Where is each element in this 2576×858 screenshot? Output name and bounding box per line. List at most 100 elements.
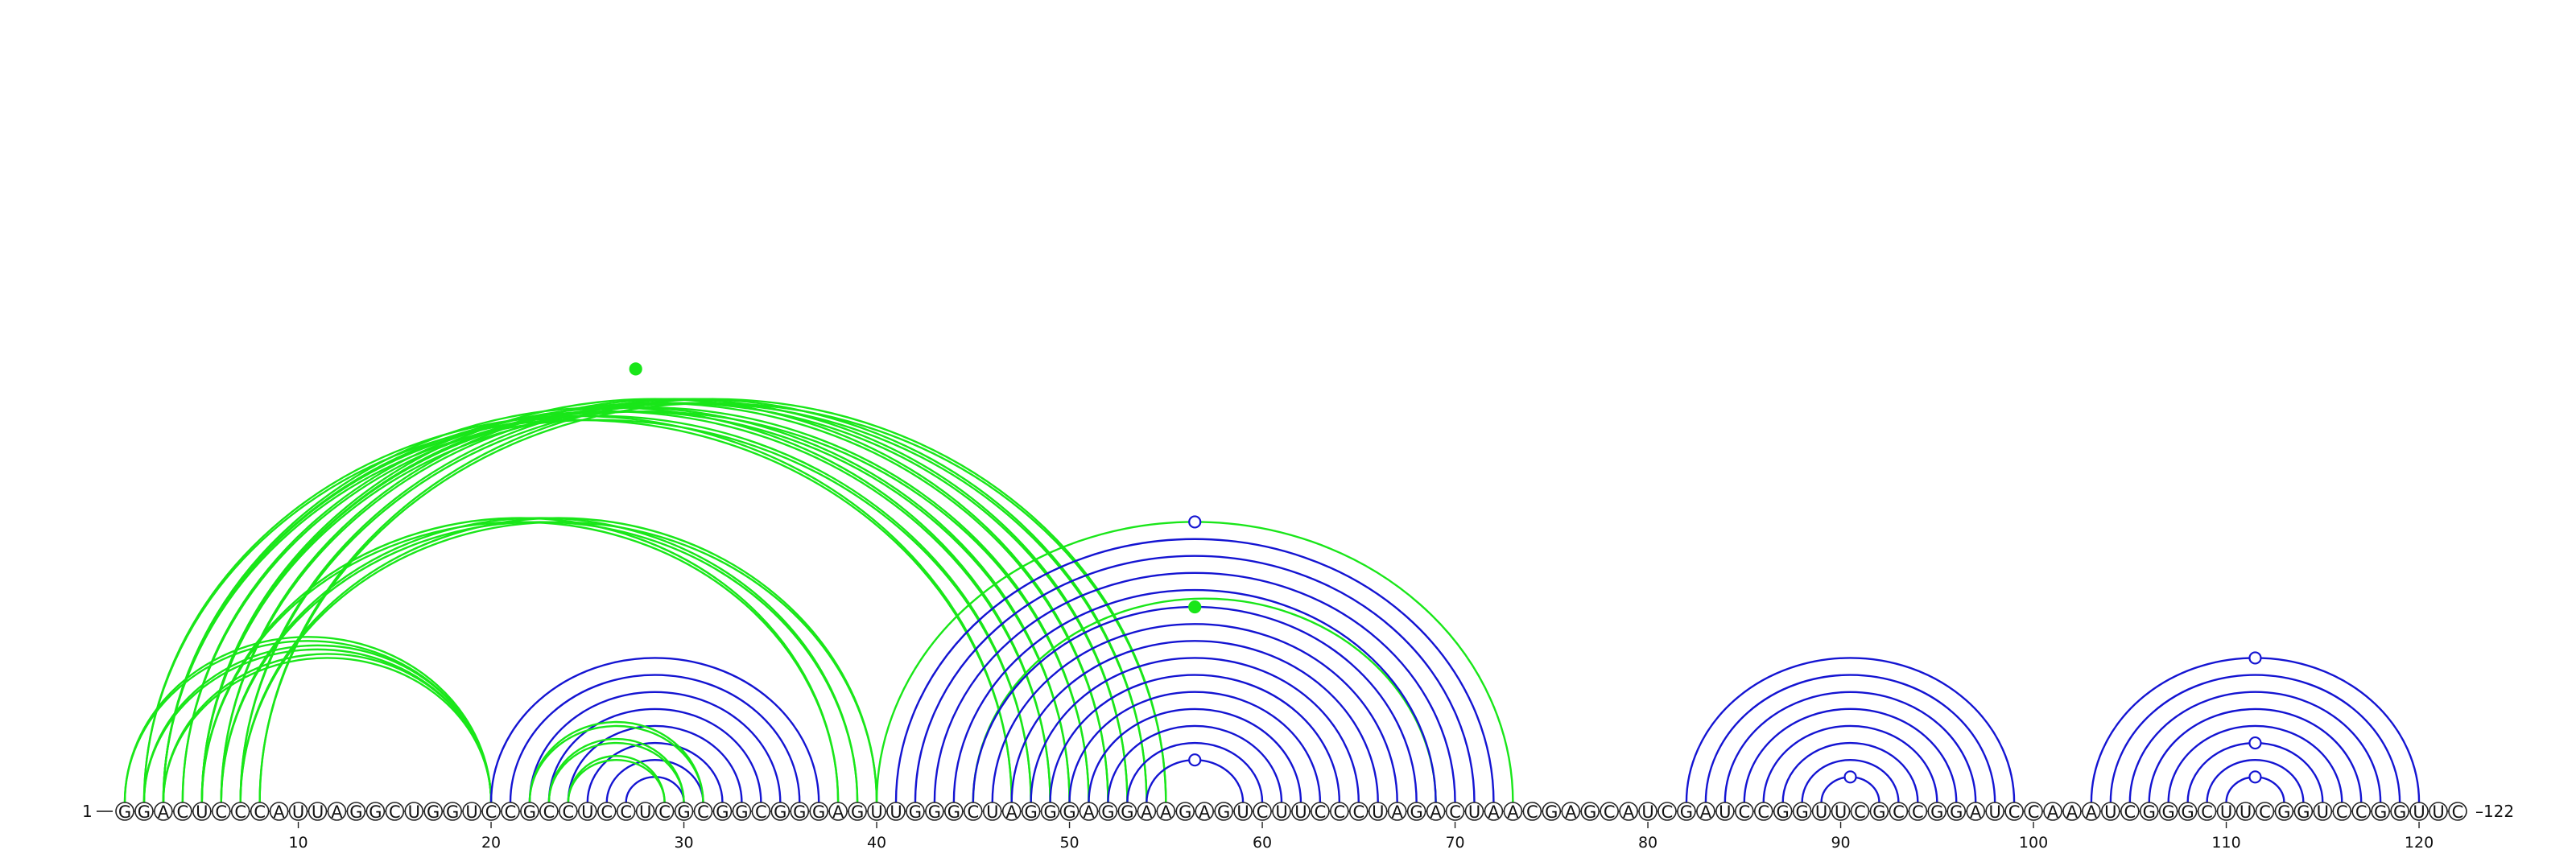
nucleotide-letter: U <box>2317 802 2329 822</box>
nucleotide-circle <box>2216 802 2236 821</box>
pair-arc-green-2-20-b <box>142 644 493 803</box>
nucleotide-letter: G <box>1872 802 1885 822</box>
nucleotide-98: U <box>1985 802 2004 822</box>
nucleotide-circle <box>1001 802 1022 821</box>
nucleotide-letter: U <box>1815 802 1827 822</box>
nucleotide-106: G <box>2139 802 2159 822</box>
nucleotide-letter: C <box>620 802 632 822</box>
nucleotide-circle <box>906 802 925 821</box>
nucleotide-96: G <box>1946 802 1967 822</box>
nucleotide-circle <box>1792 802 1812 821</box>
nucleotide-116: C <box>2332 802 2352 822</box>
nucleotide-93: C <box>1889 802 1909 822</box>
nucleotide-circle <box>1233 802 1253 821</box>
nucleotide-letter: C <box>1738 802 1750 822</box>
nucleotide-29: C <box>654 802 675 822</box>
nucleotide-letter: G <box>369 802 382 822</box>
nucleotide-3: A <box>154 802 173 822</box>
nucleotide-letter: U <box>1835 802 1847 822</box>
nucleotide-92: G <box>1869 802 1889 822</box>
nucleotide-circle <box>1137 802 1157 821</box>
nucleotide-circle <box>1542 802 1562 821</box>
nucleotide-letter: G <box>349 802 362 822</box>
pair-arc-blue-45-68 <box>972 605 1418 803</box>
nucleotide-circle <box>1580 802 1600 821</box>
nucleotide-circle <box>1503 802 1523 821</box>
nucleotide-112: C <box>2255 802 2275 822</box>
nucleotide-letter: A <box>1141 802 1153 822</box>
nucleotide-4: C <box>173 802 192 822</box>
axis-tick-label-20: 20 <box>481 834 501 852</box>
pair-arc-blue-104-119 <box>2109 674 2401 803</box>
nucleotide-letter: G <box>1025 802 1038 822</box>
nucleotide-letter: C <box>967 802 979 822</box>
nucleotide-44: G <box>944 802 964 822</box>
nucleotide-letter: G <box>1545 802 1558 822</box>
nucleotide-circle <box>1715 802 1735 821</box>
nucleotide-circle <box>154 802 173 821</box>
nucleotide-circle <box>539 802 559 821</box>
nucleotide-63: C <box>1311 802 1330 822</box>
pair-arc-blue-43-70 <box>933 571 1456 803</box>
nucleotide-8: C <box>250 802 270 822</box>
pair-marker-open-110-113 <box>2248 770 2262 784</box>
pair-arc-green-8-55-b <box>258 398 1167 803</box>
nucleotide-70: C <box>1445 802 1465 822</box>
nucleotide-letter: G <box>1950 802 1963 822</box>
pair-arc-green-23-30-b <box>547 737 685 803</box>
nucleotide-letter: U <box>1372 802 1384 822</box>
nucleotide-circle <box>115 802 134 821</box>
nucleotide-58: G <box>1214 802 1233 822</box>
sequence-backbone: 1 –122 <box>82 802 2514 821</box>
nucleotide-circle <box>982 802 1002 821</box>
nucleotide-letter: A <box>2066 802 2079 822</box>
pair-arc-blue-41-72 <box>894 538 1495 803</box>
nucleotide-circle <box>443 802 462 821</box>
nucleotide-letter: G <box>812 802 825 822</box>
nucleotide-letter: G <box>2297 802 2310 822</box>
nucleotide-circle <box>1464 802 1484 821</box>
nucleotide-circle <box>250 802 270 821</box>
nucleotide-letter: C <box>389 802 401 822</box>
nucleotide-64: C <box>1330 802 1349 822</box>
nucleotide-100: C <box>2024 802 2043 822</box>
pair-arc-green-45-69 <box>972 597 1437 803</box>
nucleotide-circle <box>770 802 791 821</box>
nucleotide-122: C <box>2448 802 2467 822</box>
pair-arc-blue-105-118 <box>2128 691 2382 803</box>
nucleotide-letter: G <box>909 802 922 822</box>
nucleotide-letter: G <box>2277 802 2290 822</box>
nucleotide-11: U <box>308 802 328 822</box>
nucleotide-47: A <box>1001 802 1022 822</box>
nucleotide-letter: G <box>1217 802 1230 822</box>
nucleotide-circle <box>1445 802 1465 821</box>
nucleotide-letter: U <box>870 802 882 822</box>
nucleotide-76: A <box>1561 802 1581 822</box>
nucleotide-48: G <box>1021 802 1041 822</box>
nucleotide-78: C <box>1600 802 1619 822</box>
nucleotide-circle <box>1330 802 1349 821</box>
nucleotide-9: A <box>269 802 289 822</box>
nucleotide-circle <box>751 802 771 821</box>
axis-tick-label-110: 110 <box>2211 834 2240 852</box>
pair-arc-green-3-48 <box>162 419 1032 803</box>
nucleotide-45: C <box>964 802 983 822</box>
pair-arc-blue-50-63 <box>1068 691 1322 803</box>
nucleotide-letter: C <box>601 802 613 822</box>
pair-arc-blue-26-31 <box>605 758 704 803</box>
pair-marker-open-108-115 <box>2248 736 2262 750</box>
nucleotide-34: C <box>751 802 771 822</box>
nucleotide-circle <box>616 802 636 821</box>
pair-arc-blue-106-117 <box>2148 707 2363 803</box>
nucleotide-circle <box>2293 802 2314 821</box>
nucleotide-circle <box>385 802 405 821</box>
nucleotide-28: U <box>635 802 655 822</box>
nucleotide-104: U <box>2101 802 2120 822</box>
nucleotide-14: G <box>365 802 386 822</box>
nucleotide-31: C <box>693 802 713 822</box>
nucleotide-letter: U <box>581 802 593 822</box>
nucleotide-letter: G <box>1179 802 1191 822</box>
nucleotide-letter: C <box>2201 802 2213 822</box>
nucleotide-letter: C <box>215 802 227 822</box>
pair-arc-green-5-38 <box>200 521 840 803</box>
